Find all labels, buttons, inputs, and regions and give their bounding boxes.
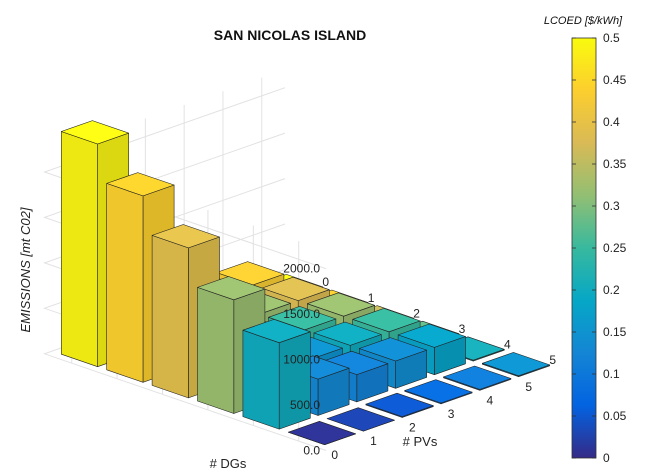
bar-top-face	[306, 292, 376, 317]
colorbar-ticks: 0 0.05 0.1 0.15 0.2 0.25 0.3 0.35 0.4 0.45 0.5	[572, 31, 627, 465]
pv-tick-label: 1	[368, 291, 375, 305]
bar-top-face	[197, 276, 266, 301]
dg-tick-label: 5	[525, 380, 532, 394]
bar-top-face	[151, 224, 220, 249]
colorbar-title: LCOED [$/kWh]	[544, 15, 623, 27]
bar-top-face	[242, 319, 311, 344]
bar-top-face	[106, 172, 175, 197]
colorbar-tick-label: 0.1	[603, 367, 620, 381]
colorbar-tick-label: 0.25	[603, 241, 627, 255]
pv-tick-label: 0	[322, 275, 329, 289]
bar-dg4-pv5	[443, 365, 512, 391]
bar-front-face	[278, 331, 311, 430]
dg-tick-label: 2	[409, 421, 416, 435]
bar-top-face	[326, 407, 395, 432]
bar-side-face	[197, 287, 235, 414]
colorbar-tick-label: 0.4	[603, 115, 620, 129]
bar-top-face	[313, 321, 382, 346]
colorbar-tick-label: 0.35	[603, 157, 627, 171]
colorbar: LCOED [$/kWh] 0 0.05 0.1 0.15 0.2 0.25 0.3 0.35…	[544, 15, 627, 465]
dg-tick-label: 1	[370, 434, 377, 448]
pv-tick-label: 3	[459, 322, 466, 336]
bar-top-face	[287, 420, 357, 446]
bar-top-face	[352, 308, 421, 333]
dg-tick-label: 3	[448, 407, 455, 421]
bar-side-face	[106, 183, 144, 383]
bar-side-face	[60, 131, 98, 368]
y-axis-label: # PVs	[403, 434, 438, 449]
bar-dg1-pv5	[326, 407, 395, 432]
colorbar-tick-label: 0.2	[603, 283, 620, 297]
x-axis-label: # DGs	[210, 456, 247, 471]
z-tick-label: 0.0	[303, 444, 320, 458]
z-tick-label: 500.0	[290, 398, 320, 412]
pv-tick-label: 2	[413, 306, 420, 320]
bar-top-face	[397, 323, 466, 348]
colorbar-tick-label: 0.45	[603, 73, 627, 87]
z-tick-label: 1000.0	[283, 353, 320, 367]
bar-top-face	[443, 365, 512, 390]
z-tick-label: 1500.0	[283, 307, 320, 321]
bar-top-face	[60, 120, 129, 145]
z-tick-label: 2000.0	[283, 262, 320, 276]
bars-layer	[60, 120, 551, 446]
bar-top-face	[261, 276, 330, 301]
pv-tick-label: 5	[549, 353, 556, 367]
bar-dg0-pv5	[287, 420, 357, 446]
colorbar-tick-label: 0.15	[603, 325, 627, 339]
colorbar-tick-label: 0.05	[603, 409, 627, 423]
bar-side-face	[151, 235, 189, 399]
bar-dg3-pv5	[404, 379, 473, 405]
bar-dg2-pv5	[365, 392, 434, 418]
dg-tick-label: 0	[331, 448, 338, 462]
colorbar-tick-label: 0.3	[603, 199, 620, 213]
z-axis-label: EMISSIONS [mt C02]	[18, 207, 33, 332]
colorbar-tick-label: 0	[603, 451, 610, 465]
bar-top-face	[358, 337, 428, 362]
bar-side-face	[242, 329, 280, 430]
bar-top-face	[365, 392, 434, 417]
bar-top-face	[481, 352, 551, 377]
bar-dg0-pv4	[242, 319, 311, 430]
colorbar-tick-label: 0.5	[603, 31, 620, 45]
pv-tick-label: 4	[504, 338, 511, 352]
bar-dg5-pv5	[481, 352, 551, 378]
chart-title: SAN NICOLAS ISLAND	[214, 27, 366, 43]
dg-tick-label: 4	[487, 393, 494, 407]
z-gridline	[42, 87, 327, 270]
bar-top-face	[404, 379, 473, 404]
